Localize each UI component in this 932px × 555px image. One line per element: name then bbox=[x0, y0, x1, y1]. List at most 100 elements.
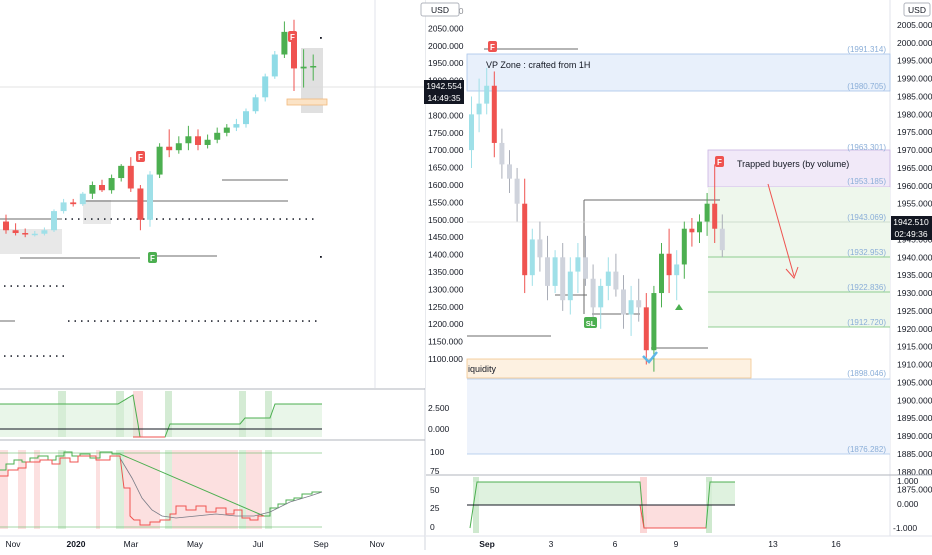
level-label: (1943.069) bbox=[847, 213, 886, 222]
left-price-tag bbox=[424, 80, 464, 92]
right-time-axis[interactable]: Sep 3 6 9 13 16 bbox=[479, 539, 841, 549]
right-chart-panel[interactable]: 2005.000 2000.000 1995.000 1990.000 1985.000… bbox=[426, 0, 932, 549]
flag-marker-low: F bbox=[148, 252, 157, 263]
consolidation-box-1 bbox=[0, 229, 62, 254]
right-countdown-text: 02:49:36 bbox=[894, 229, 927, 239]
candle-body bbox=[628, 300, 634, 315]
candle-body bbox=[300, 66, 307, 69]
candle-body bbox=[537, 239, 543, 258]
candle-body bbox=[666, 253, 672, 276]
svg-text:F: F bbox=[717, 158, 722, 167]
left-countdown-tag bbox=[424, 92, 464, 104]
right-indicator[interactable]: 1.000 0.000 -1.000 bbox=[426, 474, 932, 533]
left-currency-label: USD bbox=[431, 5, 449, 15]
candle-body bbox=[651, 293, 657, 351]
left-price-tick: 1200.000 bbox=[428, 319, 464, 329]
candle-body bbox=[108, 178, 115, 191]
candle-body bbox=[605, 271, 611, 286]
ind2-band bbox=[239, 450, 246, 529]
right-price-tick: 1905.000 bbox=[897, 377, 932, 387]
dot bbox=[308, 320, 310, 322]
candle-body bbox=[704, 203, 710, 222]
right-flag-top: F bbox=[488, 41, 497, 52]
dot bbox=[260, 218, 262, 220]
down-arrow-drawing bbox=[767, 183, 799, 279]
candle-body bbox=[118, 165, 125, 179]
dot bbox=[312, 218, 314, 220]
candle-body bbox=[689, 228, 695, 233]
dot bbox=[305, 218, 307, 220]
dot bbox=[146, 320, 148, 322]
candle-body bbox=[598, 285, 604, 308]
ind2-band bbox=[34, 450, 40, 529]
dot bbox=[43, 355, 45, 357]
dot bbox=[185, 320, 187, 322]
candle-body bbox=[491, 85, 497, 143]
candle-body bbox=[636, 300, 642, 308]
left-price-tick: 1300.000 bbox=[428, 284, 464, 294]
level-label: (1912.720) bbox=[847, 318, 886, 327]
left-time-axis[interactable]: Nov 2020 Mar May Jul Sep Nov bbox=[5, 539, 385, 549]
dot bbox=[237, 320, 239, 322]
vp-zone bbox=[466, 53, 891, 92]
vp-zone-label: VP Zone : crafted from 1H bbox=[486, 60, 590, 70]
dot bbox=[36, 285, 38, 287]
right-price-tick: 1875.000 bbox=[897, 485, 932, 495]
dot bbox=[152, 320, 154, 322]
dot bbox=[23, 285, 25, 287]
right-price-tick: 1910.000 bbox=[897, 360, 932, 370]
dot bbox=[178, 320, 180, 322]
left-countdown-text: 14:49:35 bbox=[427, 93, 460, 103]
candle-body bbox=[621, 289, 626, 315]
dot bbox=[320, 256, 322, 258]
left-indicator-1[interactable]: 2.500 0.000 bbox=[0, 388, 450, 438]
right-price-tick: 2000.000 bbox=[897, 38, 932, 48]
ind2-band bbox=[96, 450, 100, 529]
dot bbox=[126, 320, 128, 322]
right-time-tick: Sep bbox=[479, 539, 495, 549]
candle-body bbox=[697, 221, 702, 233]
dot bbox=[74, 320, 76, 322]
left-time-tick: Nov bbox=[5, 539, 21, 549]
candle-body bbox=[51, 211, 57, 231]
candle-body bbox=[560, 257, 566, 301]
dot bbox=[175, 218, 177, 220]
dot bbox=[17, 355, 19, 357]
flag-marker-mid: F bbox=[136, 151, 145, 162]
ind2-axis-50: 50 bbox=[430, 485, 440, 495]
left-chart-panel[interactable]: 2050.0002000.0001950.0001900.0001850.000… bbox=[0, 0, 464, 550]
trapped-buyers-label: Trapped buyers (by volume) bbox=[737, 159, 849, 169]
candle-body bbox=[70, 202, 77, 205]
left-candles bbox=[3, 19, 317, 238]
ind2-band bbox=[116, 450, 124, 529]
dot bbox=[299, 218, 301, 220]
right-currency-badge bbox=[903, 2, 931, 17]
right-price-axis[interactable]: 2005.000 2000.000 1995.000 1990.000 1985.000… bbox=[897, 20, 932, 495]
left-indicator-2[interactable]: 100 75 50 25 0 bbox=[0, 439, 444, 532]
candle-body bbox=[281, 31, 288, 55]
right-ind-axis-neg1: -1.000 bbox=[893, 523, 917, 533]
right-price-tick: 1995.000 bbox=[897, 56, 932, 66]
left-currency-badge bbox=[420, 2, 460, 17]
right-price-tick: 1960.000 bbox=[897, 181, 932, 191]
candle-body bbox=[271, 54, 278, 77]
right-price-tick: 1955.000 bbox=[897, 199, 932, 209]
candle-body bbox=[291, 31, 297, 69]
candle-body bbox=[137, 188, 144, 220]
ind1-axis-0: 0.000 bbox=[428, 424, 450, 434]
dot bbox=[221, 218, 223, 220]
lower-blue-zone bbox=[467, 379, 890, 454]
right-time-tick: 16 bbox=[831, 539, 841, 549]
dot bbox=[143, 218, 145, 220]
left-price-axis[interactable]: 2050.0002000.0001950.0001900.0001850.000… bbox=[428, 6, 464, 364]
dot bbox=[227, 218, 229, 220]
right-currency-label: USD bbox=[908, 5, 926, 15]
candle-body bbox=[60, 202, 67, 212]
candle-body bbox=[476, 103, 482, 115]
dot bbox=[247, 218, 249, 220]
dot bbox=[100, 320, 102, 322]
dot bbox=[253, 218, 255, 220]
candle-body bbox=[89, 185, 96, 194]
dot bbox=[165, 320, 167, 322]
